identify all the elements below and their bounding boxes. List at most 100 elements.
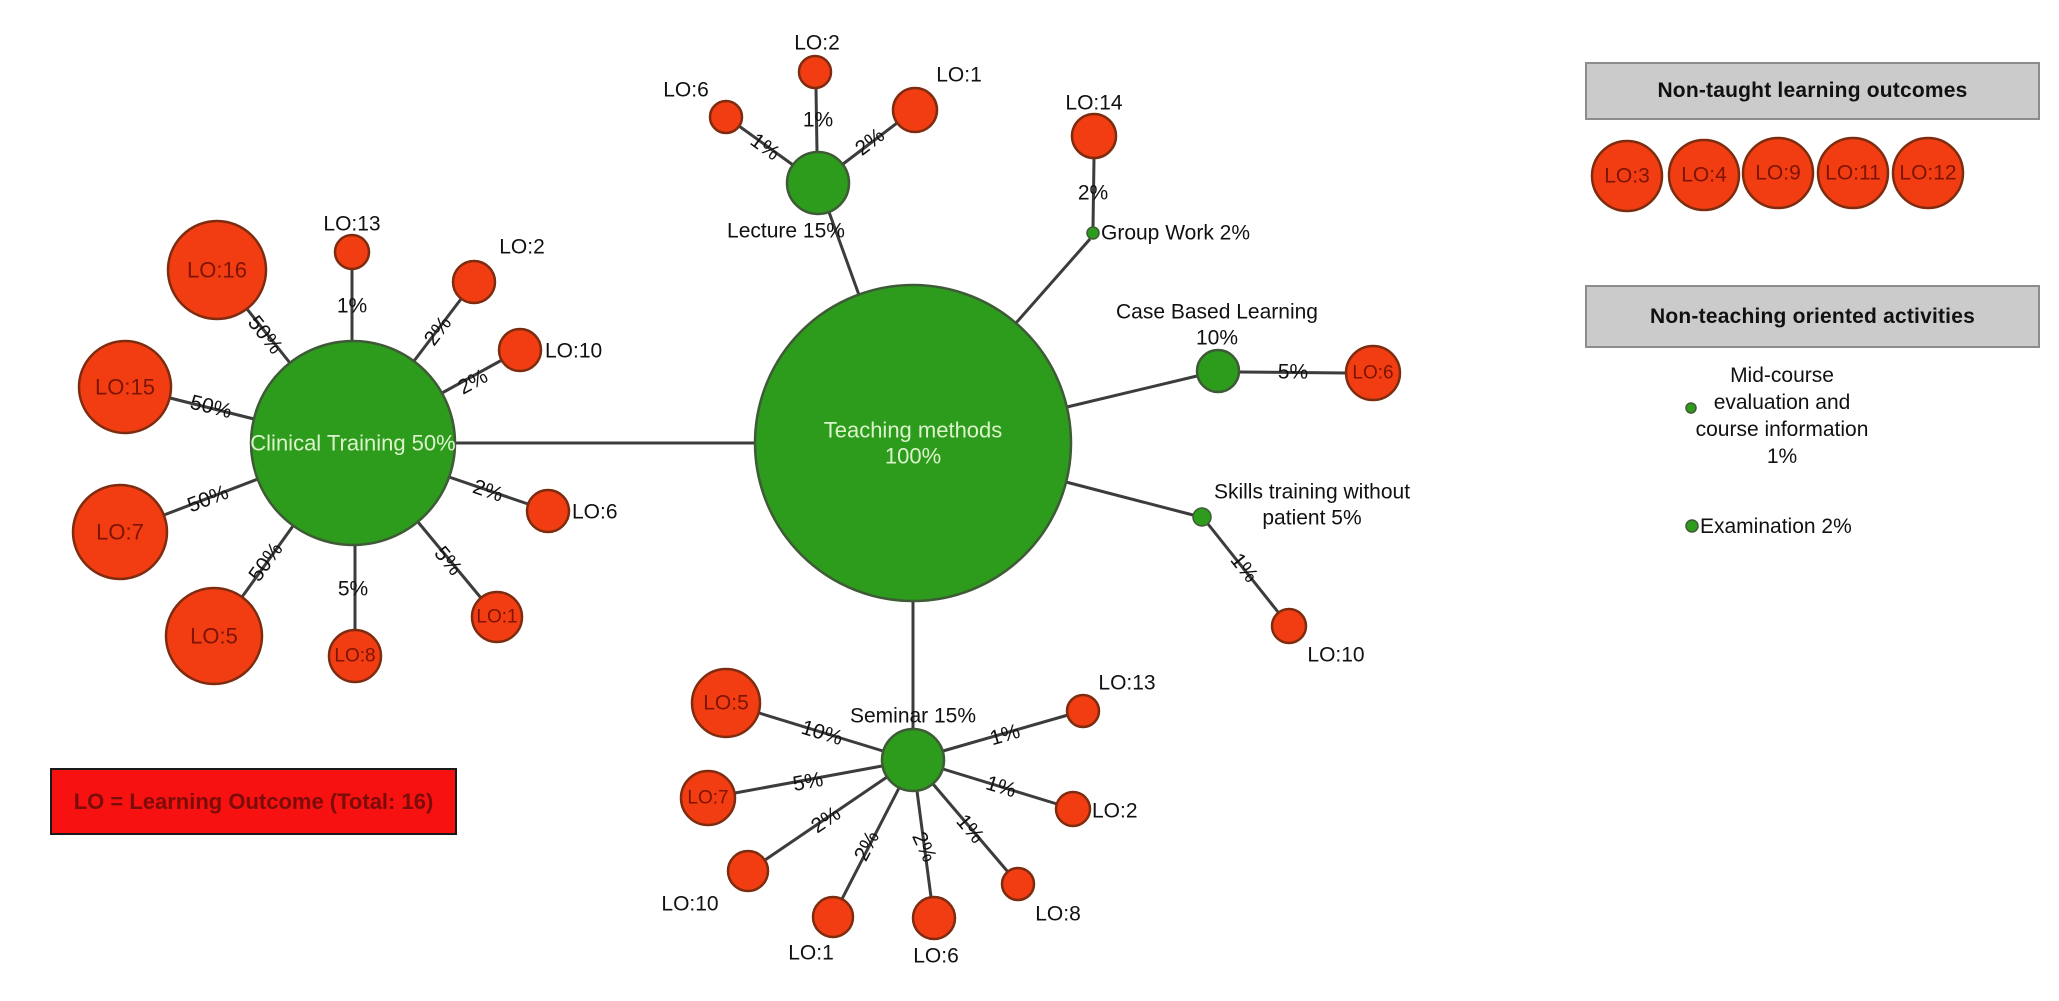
node-seminar-lo1: LO:1 xyxy=(788,895,855,965)
edge-clinical-lo10 xyxy=(441,358,503,395)
node-seminar-lo13: LO:13 xyxy=(1065,672,1156,729)
skills-lo10-label: LO:10 xyxy=(1307,644,1364,667)
examination-dot-circle xyxy=(1685,519,1699,533)
node-legend-lo3: LO:3 xyxy=(1590,139,1664,213)
node-midcourse-dot xyxy=(1685,402,1697,414)
lecture-lo2-circle xyxy=(797,54,833,90)
node-seminar: Seminar 15% xyxy=(850,705,976,793)
node-seminar-lo6: LO:6 xyxy=(911,895,959,968)
edge-clinical-lo1 xyxy=(416,521,483,599)
legend-lo12-label: LO:12 xyxy=(1899,162,1956,185)
seminar-lo13-label: LO:13 xyxy=(1098,672,1155,695)
edge-seminar-lo10 xyxy=(764,775,888,862)
node-legend-lo12: LO:12 xyxy=(1891,136,1965,210)
clinical-lo10-label: LO:10 xyxy=(545,340,602,363)
edge-label-clinical-lo7: 50% xyxy=(184,481,231,518)
clinical-lo6-label: LO:6 xyxy=(572,501,618,524)
clinical-lo7-label: LO:7 xyxy=(96,520,144,545)
seminar-circle xyxy=(880,727,946,793)
node-clinical-lo10: LO:10 xyxy=(497,327,602,373)
clinical-lo8-circle xyxy=(327,628,383,684)
lecture-lo6-label: LO:6 xyxy=(663,79,709,102)
teaching-methods-circle xyxy=(753,283,1073,603)
case-based-learning-circle xyxy=(1195,348,1241,394)
edge-clinical-lo16 xyxy=(245,308,292,364)
seminar-lo13-circle xyxy=(1065,693,1101,729)
edge-teaching-groupwork xyxy=(1014,238,1092,324)
legend-lo3-label: LO:3 xyxy=(1604,165,1650,188)
node-seminar-lo2: LO:2 xyxy=(1054,790,1138,828)
seminar-lo1-label: LO:1 xyxy=(788,942,834,965)
edge-label-seminar-lo7: 5% xyxy=(791,768,825,796)
edge-teaching-lecture xyxy=(827,211,861,296)
node-clinical-lo13: LO:13 xyxy=(323,213,381,271)
cbl-lo6-label: LO:6 xyxy=(1352,363,1393,384)
seminar-lo10-label: LO:10 xyxy=(661,893,718,916)
legend-lo11-circle xyxy=(1816,136,1890,210)
legend-lo4-circle xyxy=(1667,138,1741,212)
clinical-lo5-label: LO:5 xyxy=(190,624,238,649)
edge-seminar-lo6 xyxy=(915,790,933,898)
edge-label-clinical-lo8: 5% xyxy=(338,578,368,601)
cbl-lo6-circle xyxy=(1344,344,1402,402)
clinical-lo6-circle xyxy=(525,488,571,534)
clinical-lo2-label: LO:2 xyxy=(499,236,545,259)
lecture-lo1-circle xyxy=(891,86,939,134)
edge-seminar-lo8 xyxy=(931,783,1010,873)
node-clinical-lo2: LO:2 xyxy=(451,236,545,305)
node-clinical-lo8: LO:8 xyxy=(327,628,383,684)
clinical-lo7-circle xyxy=(71,483,169,581)
clinical-lo13-label: LO:13 xyxy=(323,213,380,236)
clinical-lo16-circle xyxy=(166,219,268,321)
edge-label-seminar-lo13: 1% xyxy=(987,720,1023,751)
teaching-methods-label: Teaching methods xyxy=(824,418,1003,443)
lecture-lo6-circle xyxy=(708,99,744,135)
edge-seminar-lo1 xyxy=(840,787,901,900)
legend-lo4-label: LO:4 xyxy=(1681,164,1727,187)
clinical-training-label: Clinical Training 50% xyxy=(250,431,455,456)
case-based-learning-label: Case Based Learning xyxy=(1116,301,1318,324)
edge-groupwork-lo14 xyxy=(1091,157,1096,228)
seminar-lo6-label: LO:6 xyxy=(913,945,959,968)
node-clinical-training: Clinical Training 50% xyxy=(249,339,457,547)
lo-abbreviation-note-box: LO = Learning Outcome (Total: 16) xyxy=(50,768,457,835)
clinical-lo15-circle xyxy=(77,339,173,435)
clinical-lo16-label: LO:16 xyxy=(187,258,247,283)
clinical-training-circle xyxy=(249,339,457,547)
node-seminar-lo7: LO:7 xyxy=(679,769,737,827)
skills-training-label: patient 5% xyxy=(1262,507,1361,530)
node-clinical-lo7: LO:7 xyxy=(71,483,169,581)
clinical-lo15-label: LO:15 xyxy=(95,375,155,400)
seminar-lo7-label: LO:7 xyxy=(687,788,728,809)
node-lecture-lo1: LO:1 xyxy=(891,64,982,134)
edge-label-seminar-lo1: 2% xyxy=(850,827,884,865)
edge-label-clinical-lo6: 2% xyxy=(470,475,506,507)
edge-label-seminar-lo6: 2% xyxy=(907,828,941,865)
seminar-lo8-label: LO:8 xyxy=(1035,903,1081,926)
node-cbl-lo6: LO:6 xyxy=(1344,344,1402,402)
edge-skills-lo10 xyxy=(1206,523,1280,613)
node-seminar-lo8: LO:8 xyxy=(1000,866,1081,926)
legend-header-non-teaching: Non-teaching oriented activities xyxy=(1585,285,2040,348)
skills-training-circle xyxy=(1192,507,1212,527)
skills-training-label: Skills training without xyxy=(1214,481,1410,504)
edge-label-seminar-lo5: 10% xyxy=(799,716,846,750)
edge-clinical-lo5 xyxy=(240,525,295,598)
clinical-lo2-circle xyxy=(451,259,497,305)
node-clinical-lo15: LO:15 xyxy=(77,339,173,435)
legend-lo12-circle xyxy=(1891,136,1965,210)
clinical-lo1-label: LO:1 xyxy=(476,607,517,628)
node-lecture-lo2: LO:2 xyxy=(794,32,840,90)
legend-lo9-circle xyxy=(1741,136,1815,210)
case-based-learning-label: 10% xyxy=(1196,327,1238,350)
node-clinical-lo6: LO:6 xyxy=(525,488,618,534)
legend-item-examination: Examination 2% xyxy=(1700,515,1852,538)
edge-cbl-lo6 xyxy=(1238,370,1347,375)
legend-lo9-label: LO:9 xyxy=(1755,162,1801,185)
seminar-lo1-circle xyxy=(811,895,855,939)
edge-label-clinical-lo13: 1% xyxy=(337,295,367,318)
node-lecture-lo6: LO:6 xyxy=(663,79,744,135)
node-skills-lo10: LO:10 xyxy=(1270,607,1365,667)
